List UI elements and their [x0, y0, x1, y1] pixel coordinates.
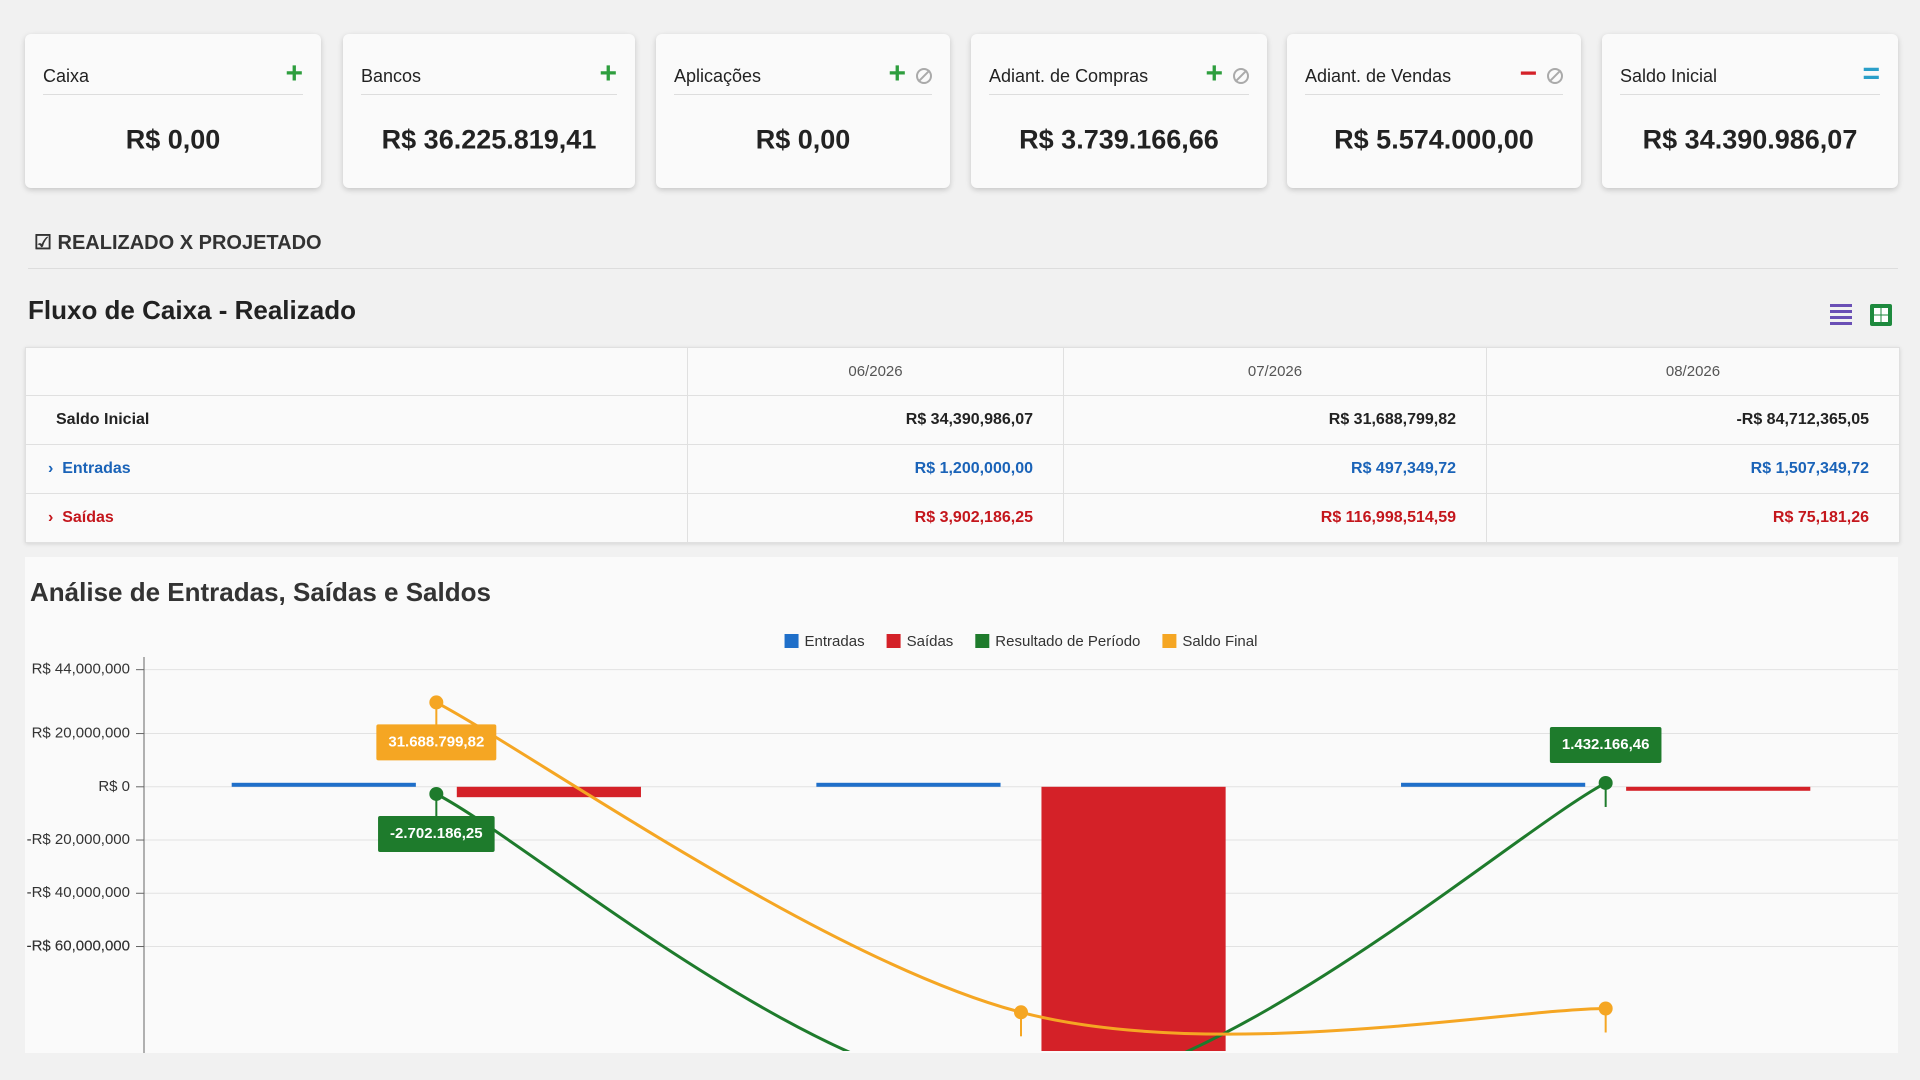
y-tick-label: R$ 0: [98, 778, 130, 795]
bar: [1041, 786, 1226, 1051]
legend-label: Saídas: [907, 633, 954, 650]
legend-swatch: [1162, 634, 1177, 648]
card-value: R$ 36.225.819,41: [381, 124, 597, 155]
data-label: -2.702.186,25: [378, 815, 495, 852]
data-label: 31.688.799,82: [376, 724, 497, 761]
data-label-box: [378, 815, 495, 852]
card-label: Adiant. de Vendas: [1305, 66, 1452, 86]
bar: [456, 786, 641, 798]
column-header: 07/2026: [1063, 347, 1487, 396]
section-text: REALIZADO X PROJETADO: [57, 232, 322, 254]
divider: [28, 268, 1898, 269]
card: Adiant. de Compras + R$ 3.739.166,66: [971, 34, 1267, 188]
column-header: 08/2026: [1486, 347, 1900, 396]
legend-label: Resultado de Período: [995, 633, 1140, 650]
legend-label: Entradas: [805, 633, 865, 650]
card-label: Caixa: [43, 66, 90, 86]
data-label-box: [376, 724, 497, 761]
legend-swatch: [975, 634, 990, 648]
card-label: Adiant. de Compras: [989, 66, 1149, 86]
chart: Análise de Entradas, Saídas e Saldos R$ …: [25, 557, 1898, 1053]
card: Adiant. de Vendas − R$ 5.574.000,00: [1287, 34, 1581, 188]
point: [1014, 1005, 1028, 1020]
bar: [231, 782, 416, 787]
add-icon[interactable]: +: [888, 57, 906, 90]
point: [1598, 1001, 1613, 1016]
data-label-text: -2.702.186,25: [390, 825, 483, 842]
y-tick-label: -R$ 40,000,000: [27, 884, 130, 901]
row-label: Entradas: [62, 460, 131, 477]
card-label: Saldo Inicial: [1620, 66, 1718, 86]
card-value: R$ 3.739.166,66: [1019, 124, 1219, 155]
data-label-box: [1549, 726, 1662, 763]
plot-area: [231, 695, 1811, 1051]
line: [435, 701, 1606, 1036]
y-tick-label: R$ 44,000,000: [32, 661, 130, 678]
legend-swatch: [784, 634, 799, 648]
hide-icon[interactable]: [1233, 68, 1249, 84]
cell: R$ 1,507,349,72: [1486, 444, 1900, 494]
card-value: R$ 0,00: [125, 124, 221, 155]
card: Caixa + R$ 0,00: [25, 34, 321, 188]
card: Saldo Inicial = R$ 34.390.986,07: [1602, 34, 1898, 188]
legend: Entradas Saídas Resultado de Período Saldo …: [784, 633, 1257, 650]
bar: [1626, 786, 1811, 791]
table-title: Fluxo de Caixa - Realizado: [28, 295, 356, 325]
chart-title: Análise de Entradas, Saídas e Saldos: [30, 577, 491, 607]
toolbar: [1830, 304, 1892, 326]
data-label: 1.432.166,46: [1549, 726, 1662, 763]
add-icon[interactable]: +: [285, 57, 303, 90]
legend-label: Saldo Final: [1182, 633, 1257, 650]
cell: R$ 75,181,26: [1486, 493, 1900, 543]
card: Bancos + R$ 36.225.819,41: [343, 34, 635, 188]
card-value: R$ 5.574.000,00: [1334, 124, 1534, 155]
legend-swatch: [886, 634, 901, 648]
table-view-icon[interactable]: [1830, 304, 1852, 325]
cell: R$ 1,200,000,00: [687, 444, 1064, 494]
cell: -R$ 84,712,365,05: [1486, 395, 1900, 445]
column-header: 06/2026: [687, 347, 1064, 396]
y-tick-label: R$ 20,000,000: [32, 725, 130, 742]
y-tick-label: -R$ 20,000,000: [27, 831, 130, 848]
point: [429, 695, 444, 710]
row-label: Saldo Inicial: [25, 395, 688, 445]
card-value: R$ 0,00: [755, 124, 851, 155]
y-tick-label: -R$ 60,000,000: [27, 937, 130, 954]
cell: R$ 31,688,799,82: [1063, 395, 1487, 445]
cell: R$ 497,349,72: [1063, 444, 1487, 494]
bar: [816, 782, 1001, 787]
line: [435, 781, 1607, 1051]
row-toggle[interactable]: › Entradas: [25, 444, 688, 494]
cell: R$ 116,998,514,59: [1063, 493, 1487, 543]
point: [1598, 775, 1613, 790]
y-tick-label: -R$ 60,000,000: [27, 937, 130, 954]
row-label: Saídas: [62, 509, 114, 526]
card-label: Aplicações: [674, 66, 762, 86]
card-value: R$ 34.390.986,07: [1642, 124, 1858, 155]
add-icon[interactable]: +: [599, 57, 617, 90]
cash-flow-table: 06/2026 07/2026 08/2026 Saldo Inicial R$ 34…: [25, 347, 1900, 543]
card: Aplicações + R$ 0,00: [656, 34, 950, 188]
cell: R$ 34,390,986,07: [687, 395, 1064, 445]
card-label: Bancos: [361, 66, 422, 86]
bar: [1401, 782, 1586, 787]
section-title: ☑ REALIZADO X PROJETADO: [34, 232, 322, 254]
minus-icon[interactable]: −: [1519, 57, 1537, 90]
row-toggle[interactable]: › Saídas: [25, 493, 688, 543]
equals-icon[interactable]: =: [1862, 57, 1880, 90]
hide-icon[interactable]: [916, 68, 932, 84]
data-label-text: 31.688.799,82: [388, 733, 484, 750]
hide-icon[interactable]: [1547, 68, 1563, 84]
add-icon[interactable]: +: [1205, 57, 1223, 90]
point: [429, 786, 444, 801]
cell: R$ 3,902,186,25: [687, 493, 1064, 543]
data-label-text: 1.432.166,46: [1562, 736, 1650, 753]
excel-icon[interactable]: [1870, 304, 1892, 326]
